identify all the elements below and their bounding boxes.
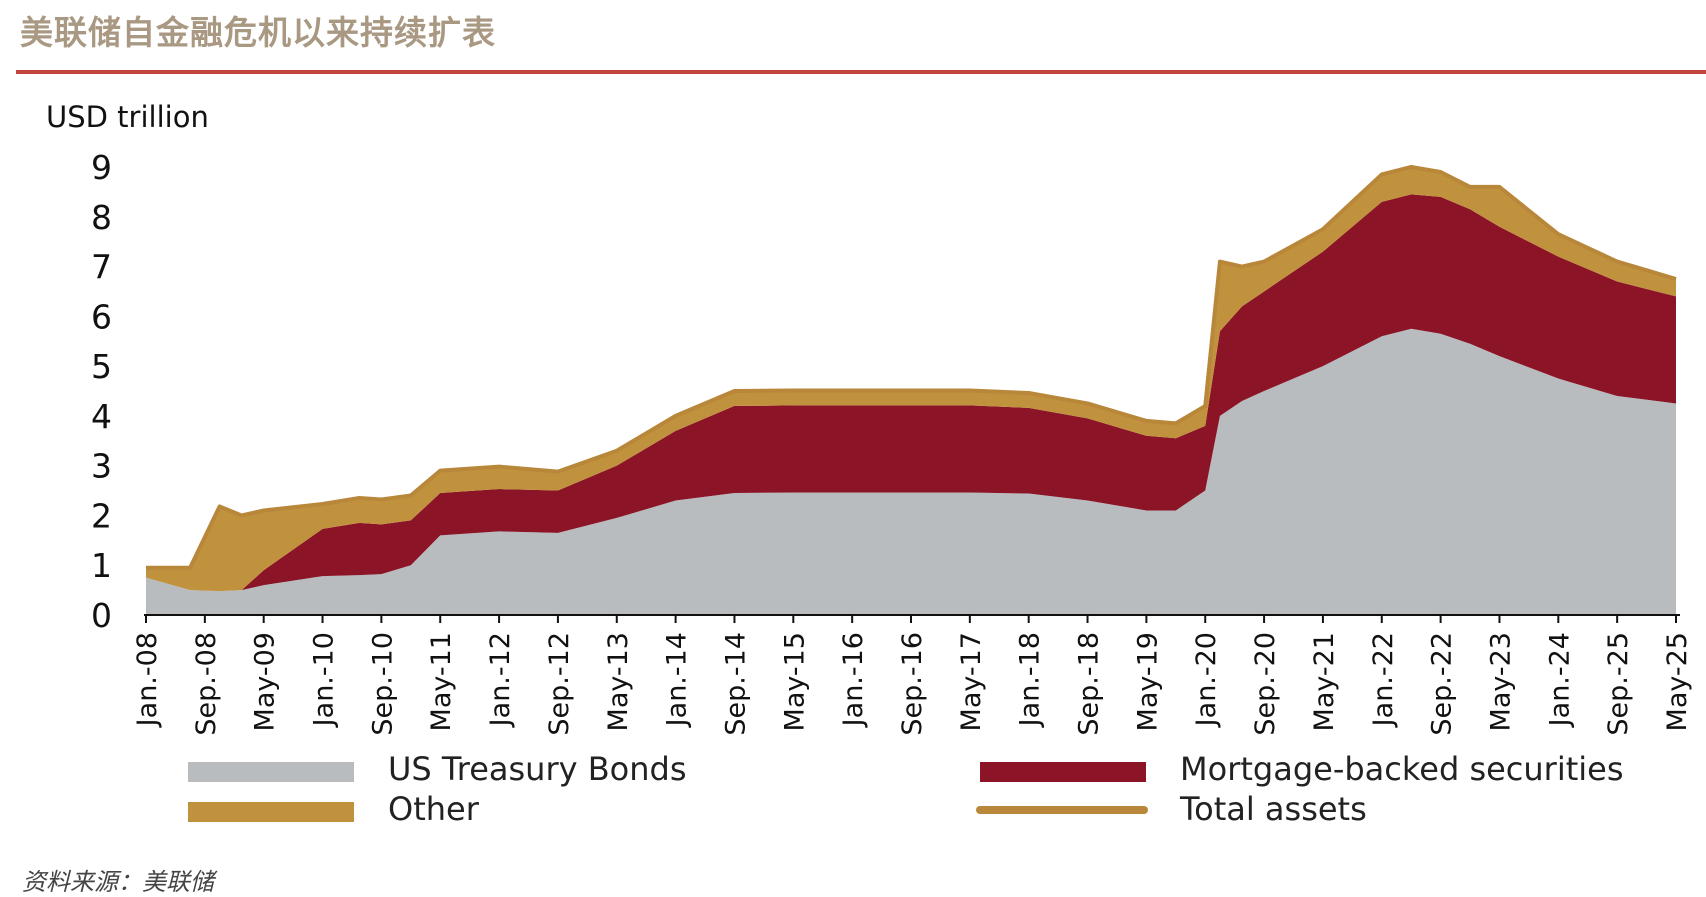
source-note: 资料来源：美联储 [22, 868, 214, 896]
x-tick-label: Sep.-10 [367, 632, 398, 736]
line-total-assets [146, 165, 1677, 570]
x-tick-label: May-23 [1485, 632, 1516, 731]
x-tick-label: Jan.-14 [662, 632, 693, 728]
area-series-us-treasury-bonds [146, 328, 1676, 615]
x-tick-label: May-13 [603, 632, 634, 731]
title-divider [16, 70, 1706, 74]
y-tick-label: 9 [91, 148, 112, 187]
x-tick-label: Jan.-10 [309, 632, 340, 728]
x-tick-label: Sep.-22 [1427, 632, 1458, 736]
legend-label-total-assets: Total assets [1180, 790, 1367, 828]
x-tick-label: May-15 [779, 632, 810, 731]
y-tick-label: 4 [91, 397, 112, 436]
x-tick-label: Jan.-20 [1191, 632, 1222, 728]
y-tick-label: 2 [91, 496, 112, 535]
area-series-mortgage-backed-securities [146, 194, 1676, 592]
legend-label-treasury: US Treasury Bonds [388, 750, 687, 788]
x-tick-label: Jan.-08 [132, 632, 163, 728]
legend-swatch-total-assets [976, 806, 1148, 814]
y-tick-label: 7 [91, 248, 112, 287]
x-tick-label: Sep.-14 [720, 632, 751, 736]
x-tick-label: Sep.-25 [1603, 632, 1634, 736]
legend-swatch-mbs [980, 762, 1146, 782]
x-tick-label: May-11 [426, 632, 457, 731]
x-tick-label: Jan.-12 [485, 632, 516, 728]
x-tick-label: Jan.-16 [838, 632, 869, 728]
x-tick-label: Jan.-24 [1544, 632, 1575, 728]
x-tick-label: Sep.-20 [1250, 632, 1281, 736]
x-tick-label: Sep.-08 [191, 632, 222, 736]
y-tick-label: 8 [91, 198, 112, 237]
x-tick-label: May-21 [1309, 632, 1340, 731]
chart-title: 美联储自金融危机以来持续扩表 [20, 13, 496, 52]
y-axis-unit-label: USD trillion [46, 100, 209, 134]
x-tick-label: Sep.-12 [544, 632, 575, 736]
x-tick-label: Sep.-18 [1074, 632, 1105, 736]
x-tick-label: May-09 [250, 632, 281, 731]
y-tick-label: 5 [91, 347, 112, 386]
area-series-other [146, 167, 1676, 592]
y-tick-label: 3 [91, 447, 112, 486]
y-tick-label: 0 [91, 596, 112, 635]
x-tick-label: May-25 [1662, 632, 1693, 731]
y-tick-label: 1 [91, 546, 112, 585]
x-tick-label: Jan.-22 [1368, 632, 1399, 728]
x-tick-label: Sep.-16 [897, 632, 928, 736]
legend-label-mbs: Mortgage-backed securities [1180, 750, 1624, 788]
x-tick-label: Jan.-18 [1015, 632, 1046, 728]
x-tick-label: May-17 [956, 632, 987, 731]
legend-label-other: Other [388, 790, 479, 828]
y-tick-label: 6 [91, 297, 112, 336]
x-tick-label: May-19 [1132, 632, 1163, 731]
legend-swatch-treasury [188, 762, 354, 782]
legend-swatch-other [188, 802, 354, 822]
